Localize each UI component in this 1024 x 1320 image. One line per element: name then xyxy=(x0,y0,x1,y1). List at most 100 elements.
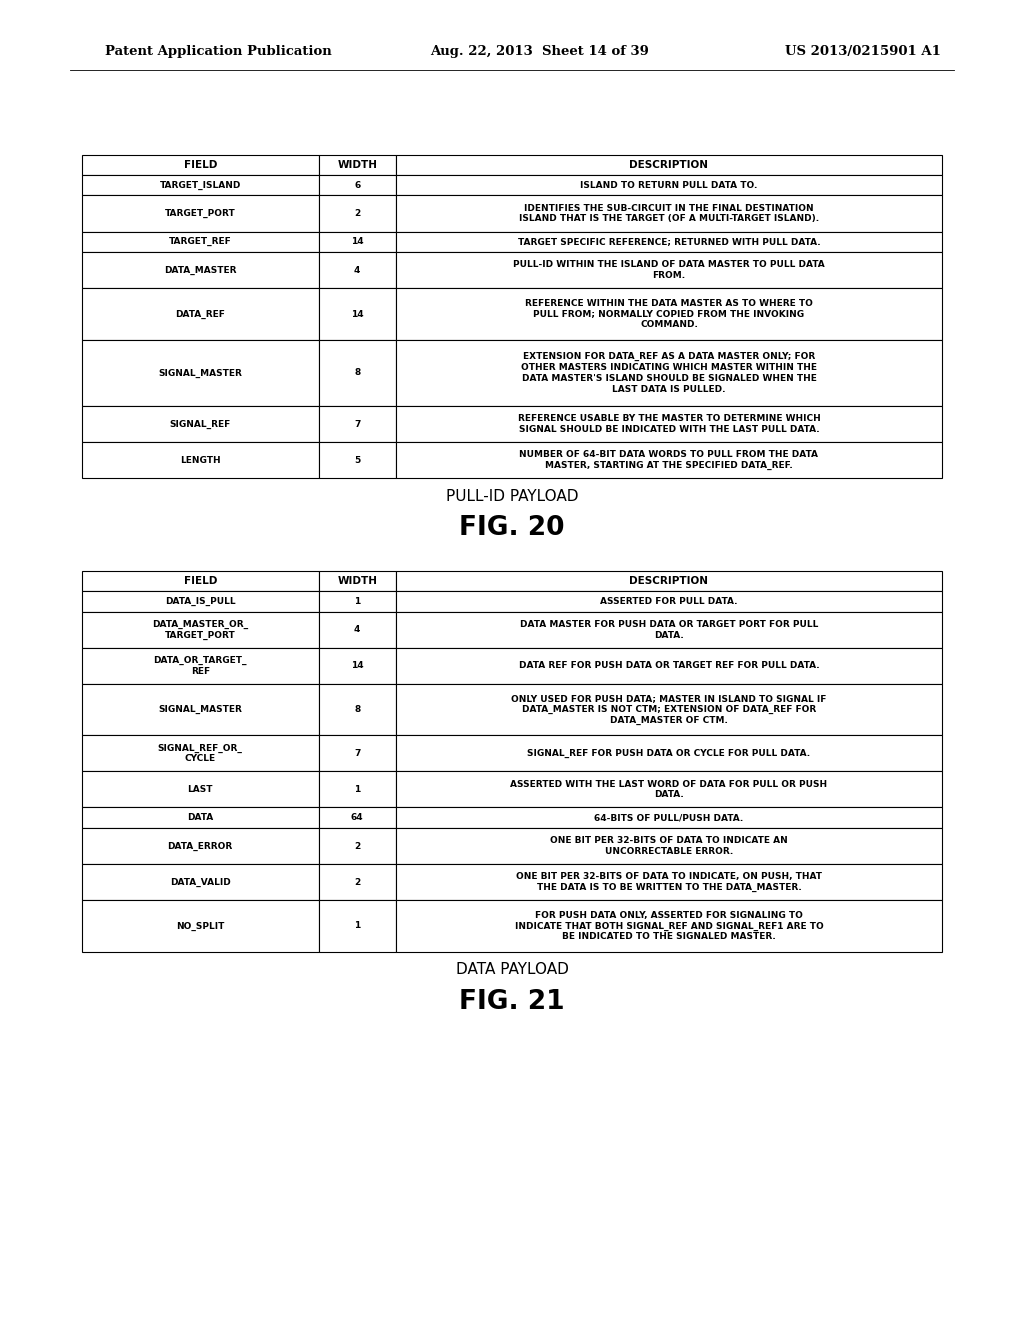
Bar xyxy=(318,154,396,174)
Text: DATA_REF: DATA_REF xyxy=(175,309,225,318)
Text: NO_SPLIT: NO_SPLIT xyxy=(176,921,224,931)
Text: 6: 6 xyxy=(354,181,360,190)
Text: EXTENSION FOR DATA_REF AS A DATA MASTER ONLY; FOR
OTHER MASTERS INDICATING WHICH: EXTENSION FOR DATA_REF AS A DATA MASTER … xyxy=(521,352,817,393)
Text: DATA_VALID: DATA_VALID xyxy=(170,878,230,887)
Bar xyxy=(318,771,396,808)
Bar xyxy=(396,288,942,339)
Bar xyxy=(82,174,318,195)
Bar xyxy=(82,195,318,231)
Text: 2: 2 xyxy=(354,209,360,218)
Text: ASSERTED FOR PULL DATA.: ASSERTED FOR PULL DATA. xyxy=(600,597,737,606)
Text: WIDTH: WIDTH xyxy=(337,577,377,586)
Bar xyxy=(318,288,396,339)
Text: FIELD: FIELD xyxy=(183,160,217,170)
Text: DATA_MASTER_OR_
TARGET_PORT: DATA_MASTER_OR_ TARGET_PORT xyxy=(153,620,248,640)
Text: TARGET_ISLAND: TARGET_ISLAND xyxy=(160,181,241,190)
Bar xyxy=(82,735,318,771)
Text: REFERENCE USABLE BY THE MASTER TO DETERMINE WHICH
SIGNAL SHOULD BE INDICATED WIT: REFERENCE USABLE BY THE MASTER TO DETERM… xyxy=(517,414,820,434)
Text: SIGNAL_MASTER: SIGNAL_MASTER xyxy=(159,368,243,378)
Text: ISLAND TO RETURN PULL DATA TO.: ISLAND TO RETURN PULL DATA TO. xyxy=(581,181,758,190)
Text: 14: 14 xyxy=(351,238,364,247)
Bar xyxy=(318,684,396,735)
Text: ONE BIT PER 32-BITS OF DATA TO INDICATE AN
UNCORRECTABLE ERROR.: ONE BIT PER 32-BITS OF DATA TO INDICATE … xyxy=(550,837,787,857)
Bar xyxy=(396,195,942,231)
Text: DATA_OR_TARGET_
REF: DATA_OR_TARGET_ REF xyxy=(154,656,247,676)
Text: 64: 64 xyxy=(351,813,364,822)
Text: WIDTH: WIDTH xyxy=(337,160,377,170)
Text: 14: 14 xyxy=(351,661,364,671)
Text: TARGET_PORT: TARGET_PORT xyxy=(165,209,236,218)
Bar xyxy=(318,174,396,195)
Bar xyxy=(318,591,396,612)
Bar xyxy=(82,591,318,612)
Text: 1: 1 xyxy=(354,785,360,793)
Bar xyxy=(396,154,942,174)
Bar xyxy=(396,572,942,591)
Bar xyxy=(82,612,318,648)
Bar xyxy=(396,865,942,900)
Bar xyxy=(396,612,942,648)
Text: DATA_IS_PULL: DATA_IS_PULL xyxy=(165,597,236,606)
Text: US 2013/0215901 A1: US 2013/0215901 A1 xyxy=(785,45,941,58)
Bar xyxy=(318,900,396,952)
Bar xyxy=(82,154,318,174)
Text: DATA PAYLOAD: DATA PAYLOAD xyxy=(456,962,568,977)
Bar xyxy=(318,231,396,252)
Bar xyxy=(82,900,318,952)
Bar xyxy=(396,231,942,252)
Text: 7: 7 xyxy=(354,420,360,429)
Bar xyxy=(318,808,396,828)
Text: DATA_MASTER: DATA_MASTER xyxy=(164,265,237,275)
Bar xyxy=(396,591,942,612)
Text: FIG. 20: FIG. 20 xyxy=(459,515,565,541)
Bar xyxy=(318,407,396,442)
Text: LAST: LAST xyxy=(187,785,213,793)
Text: 8: 8 xyxy=(354,705,360,714)
Bar xyxy=(82,288,318,339)
Bar xyxy=(318,339,396,407)
Text: 64-BITS OF PULL/PUSH DATA.: 64-BITS OF PULL/PUSH DATA. xyxy=(594,813,743,822)
Bar xyxy=(396,648,942,684)
Bar xyxy=(82,252,318,288)
Bar xyxy=(318,865,396,900)
Text: PULL-ID WITHIN THE ISLAND OF DATA MASTER TO PULL DATA
FROM.: PULL-ID WITHIN THE ISLAND OF DATA MASTER… xyxy=(513,260,824,280)
Bar xyxy=(396,442,942,478)
Text: FIELD: FIELD xyxy=(183,577,217,586)
Bar xyxy=(396,771,942,808)
Text: IDENTIFIES THE SUB-CIRCUIT IN THE FINAL DESTINATION
ISLAND THAT IS THE TARGET (O: IDENTIFIES THE SUB-CIRCUIT IN THE FINAL … xyxy=(519,203,819,223)
Text: ONLY USED FOR PUSH DATA; MASTER IN ISLAND TO SIGNAL IF
DATA_MASTER IS NOT CTM; E: ONLY USED FOR PUSH DATA; MASTER IN ISLAN… xyxy=(511,694,826,725)
Text: 4: 4 xyxy=(354,265,360,275)
Bar xyxy=(318,612,396,648)
Bar xyxy=(82,231,318,252)
Bar xyxy=(82,648,318,684)
Bar xyxy=(82,808,318,828)
Bar xyxy=(82,339,318,407)
Bar xyxy=(396,339,942,407)
Bar xyxy=(82,407,318,442)
Bar xyxy=(396,252,942,288)
Bar xyxy=(318,252,396,288)
Bar xyxy=(396,828,942,865)
Bar xyxy=(396,735,942,771)
Text: FOR PUSH DATA ONLY, ASSERTED FOR SIGNALING TO
INDICATE THAT BOTH SIGNAL_REF AND : FOR PUSH DATA ONLY, ASSERTED FOR SIGNALI… xyxy=(515,911,823,941)
Text: SIGNAL_REF: SIGNAL_REF xyxy=(170,420,230,429)
Text: LENGTH: LENGTH xyxy=(180,455,220,465)
Text: 1: 1 xyxy=(354,597,360,606)
Text: 2: 2 xyxy=(354,878,360,887)
Bar xyxy=(396,684,942,735)
Text: DESCRIPTION: DESCRIPTION xyxy=(630,160,709,170)
Text: SIGNAL_REF FOR PUSH DATA OR CYCLE FOR PULL DATA.: SIGNAL_REF FOR PUSH DATA OR CYCLE FOR PU… xyxy=(527,748,811,758)
Bar xyxy=(82,828,318,865)
Bar xyxy=(396,174,942,195)
Text: ASSERTED WITH THE LAST WORD OF DATA FOR PULL OR PUSH
DATA.: ASSERTED WITH THE LAST WORD OF DATA FOR … xyxy=(510,780,827,799)
Text: DATA_ERROR: DATA_ERROR xyxy=(168,842,232,851)
Text: SIGNAL_REF_OR_
CYCLE: SIGNAL_REF_OR_ CYCLE xyxy=(158,743,243,763)
Text: DATA: DATA xyxy=(187,813,213,822)
Text: 1: 1 xyxy=(354,921,360,931)
Text: Patent Application Publication: Patent Application Publication xyxy=(105,45,332,58)
Text: DATA MASTER FOR PUSH DATA OR TARGET PORT FOR PULL
DATA.: DATA MASTER FOR PUSH DATA OR TARGET PORT… xyxy=(520,620,818,640)
Bar xyxy=(318,195,396,231)
Text: TARGET SPECIFIC REFERENCE; RETURNED WITH PULL DATA.: TARGET SPECIFIC REFERENCE; RETURNED WITH… xyxy=(518,238,820,247)
Bar xyxy=(82,684,318,735)
Text: ONE BIT PER 32-BITS OF DATA TO INDICATE, ON PUSH, THAT
THE DATA IS TO BE WRITTEN: ONE BIT PER 32-BITS OF DATA TO INDICATE,… xyxy=(516,873,822,892)
